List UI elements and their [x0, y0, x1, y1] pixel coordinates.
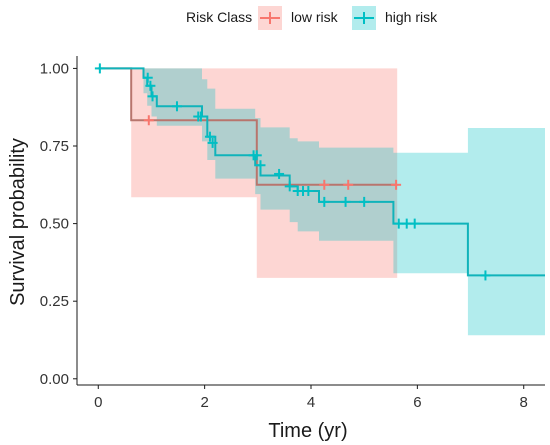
censor-mark-high-risk [274, 168, 285, 179]
censor-mark-low-risk [319, 179, 330, 190]
censor-mark-high-risk [359, 196, 370, 207]
x-tick-label: 8 [520, 394, 528, 411]
x-tick-label: 6 [413, 394, 421, 411]
y-tick-label: 0.50 [40, 216, 69, 233]
legend-key-high-risk [352, 6, 376, 30]
censor-mark-high-risk [171, 101, 182, 112]
censor-mark-high-risk [195, 111, 206, 122]
censor-mark-high-risk [145, 80, 156, 91]
censor-mark-low-risk [343, 179, 354, 190]
censor-mark-high-risk [303, 186, 314, 197]
censor-mark-high-risk [94, 63, 105, 74]
censor-mark-high-risk [480, 270, 491, 281]
y-tick-label: 0.25 [40, 293, 69, 310]
censor-mark-low-risk [143, 115, 154, 126]
y-axis-title: Survival probability [7, 138, 29, 306]
censor-mark-high-risk [207, 137, 218, 148]
censor-mark-high-risk [409, 218, 420, 229]
y-tick-label: 0.00 [40, 371, 69, 388]
x-axis-title: Time (yr) [268, 420, 347, 442]
censor-mark-high-risk [142, 72, 153, 83]
axes: 0.00 0.25 0.50 0.75 1.00 0 2 4 6 8 [40, 56, 545, 411]
legend: Risk Class low risk high risk [0, 6, 550, 32]
censor-mark-high-risk [284, 181, 295, 192]
x-tick-label: 0 [94, 394, 102, 411]
censor-mark-low-risk [391, 179, 402, 190]
legend-label-high-risk: high risk [385, 9, 438, 25]
y-tick-label: 1.00 [40, 60, 69, 77]
censor-mark-high-risk [340, 196, 351, 207]
x-tick-label: 2 [200, 394, 208, 411]
x-tick-label: 4 [307, 394, 315, 411]
legend-title: Risk Class [186, 9, 253, 25]
censor-mark-high-risk [251, 150, 262, 161]
censor-mark-high-risk [319, 196, 330, 207]
censor-mark-high-risk [204, 131, 215, 142]
legend-key-low-risk [258, 6, 282, 30]
censor-marks [94, 63, 491, 281]
censor-mark-high-risk [255, 160, 266, 171]
censor-mark-high-risk [147, 91, 158, 102]
y-tick-label: 0.75 [40, 138, 69, 155]
legend-label-low-risk: low risk [291, 9, 338, 25]
